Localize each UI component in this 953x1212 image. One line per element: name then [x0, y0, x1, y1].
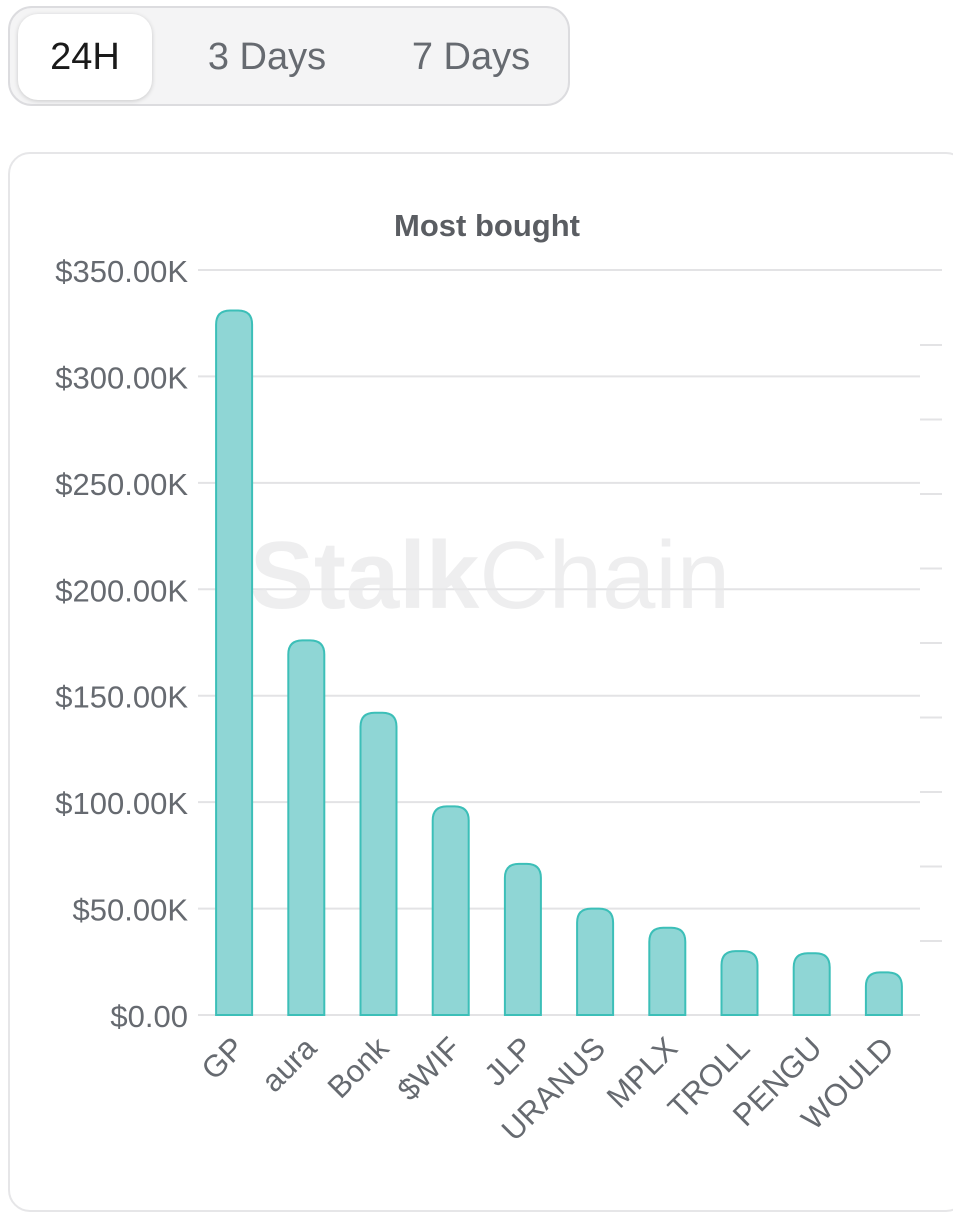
x-tick-label: Bonk [321, 1030, 396, 1105]
y-tick-label: $100.00K [55, 786, 188, 821]
tab-3-days[interactable]: 3 Days [207, 35, 327, 78]
watermark: StalkChain [250, 522, 730, 629]
bar-bonk[interactable] [359, 711, 398, 1016]
y-tick-label: $200.00K [55, 573, 188, 608]
x-tick-label: $WIF [391, 1030, 468, 1107]
bar-would[interactable] [864, 971, 903, 1016]
tab-24h[interactable]: 24H [18, 14, 152, 100]
y-axis-ticks: $0.00 $50.00K $100.00K $150.00K $200.00K $250… [55, 254, 188, 1034]
tab-7-days[interactable]: 7 Days [411, 35, 531, 78]
bar-pengu[interactable] [792, 952, 831, 1016]
chart-card [8, 152, 953, 1212]
y-tick-label: $50.00K [73, 893, 189, 928]
x-tick-label: JLP [477, 1030, 540, 1093]
chart-title: Most bought [394, 208, 580, 243]
bar-jlp[interactable] [503, 862, 542, 1016]
y-tick-label: $300.00K [55, 360, 188, 395]
y-tick-label: $350.00K [55, 254, 188, 289]
y-tick-label: $150.00K [55, 680, 188, 715]
watermark-light: Chain [479, 522, 730, 629]
bar-troll[interactable] [720, 950, 759, 1016]
timeframe-tabs: 24H 3 Days 7 Days [8, 6, 570, 106]
bar-wif[interactable] [431, 805, 470, 1016]
x-tick-label: aura [255, 1030, 324, 1099]
bar-aura[interactable] [287, 639, 326, 1016]
y-tick-label: $0.00 [110, 999, 188, 1034]
bars [215, 309, 903, 1016]
watermark-bold: Stalk [250, 522, 480, 629]
bar-uranus[interactable] [576, 907, 615, 1016]
bar-gp[interactable] [215, 309, 254, 1016]
y-tick-label: $250.00K [55, 467, 188, 502]
bar-mplx[interactable] [648, 926, 687, 1016]
x-tick-label: GP [195, 1030, 251, 1086]
